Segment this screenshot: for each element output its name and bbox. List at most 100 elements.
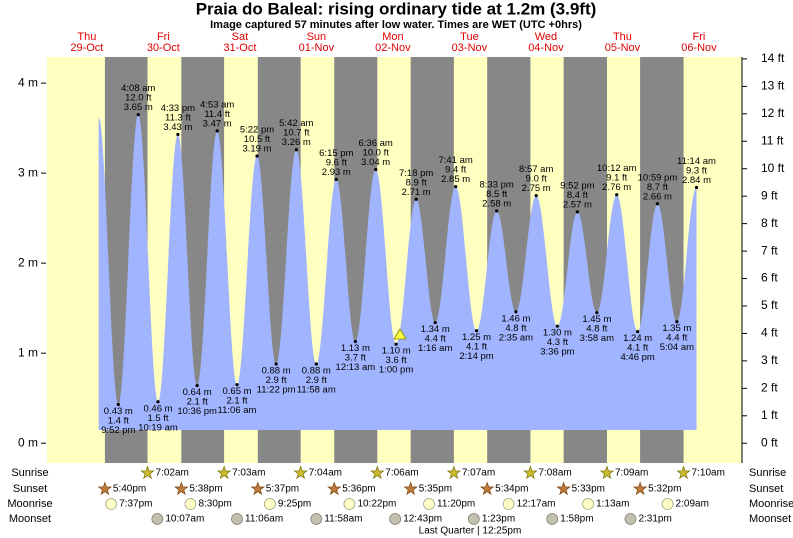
tide-point — [294, 148, 298, 152]
tide-time: 7:18 pm — [399, 168, 433, 179]
y2-tick-label: 9 ft — [761, 188, 778, 202]
sunset-icon — [174, 481, 189, 496]
row-label: Sunrise — [749, 467, 786, 479]
day-date: 03-Nov — [452, 42, 488, 54]
tide-point — [495, 209, 499, 213]
day-name: Mon — [382, 31, 403, 43]
tide-feet: 12.0 ft — [125, 93, 152, 104]
tide-point — [454, 185, 458, 189]
sunset-icon — [327, 481, 342, 496]
tide-feet: 9.3 ft — [686, 166, 707, 177]
tide-height: 1.46 m — [501, 313, 530, 324]
tide-height: 1.10 m — [382, 346, 411, 357]
day-name: Fri — [693, 31, 706, 43]
chart-title: Praia do Baleal: rising ordinary tide at… — [196, 0, 597, 18]
moonset-icon — [151, 513, 164, 525]
tide-point — [156, 400, 160, 404]
almanac-time: 11:20pm — [437, 499, 475, 510]
tide-point — [575, 210, 579, 214]
tide-height: 2.66 m — [643, 191, 672, 202]
y2-tick-label: 3 ft — [761, 353, 778, 367]
tide-height: 1.35 m — [662, 323, 691, 334]
tide-height: 2.57 m — [563, 199, 592, 210]
tide-feet: 4.4 ft — [666, 333, 687, 344]
y-tick-label: 4 m — [18, 75, 38, 89]
y2-tick-label: 0 ft — [761, 435, 778, 449]
tide-feet: 10.7 ft — [283, 128, 310, 139]
y2-tick-label: 8 ft — [761, 216, 778, 230]
tide-point — [176, 132, 180, 137]
row-label: Moonset — [9, 513, 51, 525]
tide-point — [655, 202, 660, 206]
tide-height: 0.43 m — [104, 406, 133, 417]
day-name: Thu — [77, 31, 96, 43]
moonrise-icon — [502, 498, 515, 510]
day-name: Sun — [307, 31, 327, 43]
sunset-icon — [403, 481, 418, 496]
tide-time: 9:52 pm — [101, 425, 135, 436]
moonset-icon — [467, 513, 480, 525]
tide-feet: 9.0 ft — [526, 174, 547, 185]
day-date: 02-Nov — [375, 42, 411, 54]
tide-feet: 8.7 ft — [647, 182, 668, 193]
tide-point — [235, 383, 239, 387]
tide-time: 10:36 pm — [177, 406, 217, 417]
almanac-time: 5:33pm — [572, 484, 605, 495]
tide-time: 8:33 pm — [480, 179, 514, 190]
tide-point — [136, 113, 140, 117]
tide-point — [694, 185, 699, 190]
tide-feet: 4.1 ft — [627, 343, 648, 354]
tide-feet: 10.5 ft — [244, 134, 271, 145]
moonrise-icon — [423, 498, 435, 510]
tide-time: 6:15 pm — [319, 148, 353, 159]
tide-point — [314, 362, 318, 366]
sunrise-icon — [676, 465, 691, 480]
y2-tick-label: 7 ft — [761, 243, 778, 257]
tide-time: 3:36 pm — [540, 347, 574, 358]
almanac-time: 7:07am — [462, 468, 495, 479]
y2-tick-label: 13 ft — [761, 79, 785, 93]
tide-height: 1.45 m — [582, 314, 611, 325]
tide-time: 4:08 am — [121, 83, 155, 94]
sunrise-icon — [140, 465, 155, 480]
almanac-time: 5:37pm — [266, 484, 299, 495]
tide-feet: 4.4 ft — [425, 334, 446, 345]
tide-time: 12:13 am — [336, 362, 376, 373]
moonset-icon — [624, 513, 637, 525]
almanac-time: 10:07am — [165, 514, 204, 525]
almanac-time: 10:22pm — [357, 499, 396, 510]
tide-time: 7:41 am — [438, 155, 472, 166]
almanac-time: 5:36pm — [342, 484, 375, 495]
tide-feet: 8.9 ft — [406, 177, 427, 188]
tide-point — [514, 310, 518, 314]
sunset-icon — [97, 481, 113, 496]
tide-height: 0.88 m — [302, 365, 331, 376]
sunrise-icon — [216, 465, 232, 480]
sunset-icon — [632, 481, 648, 496]
tide-point — [433, 320, 437, 325]
tide-point — [334, 177, 338, 182]
row-label: Sunset — [749, 483, 783, 495]
tide-height: 0.65 m — [222, 386, 251, 397]
day-date: 06-Nov — [681, 42, 717, 54]
y2-tick-label: 2 ft — [761, 381, 778, 395]
y-tick-label: 0 m — [18, 435, 38, 449]
sunset-icon — [479, 481, 495, 496]
tide-point — [374, 167, 378, 172]
tide-height: 2.58 m — [482, 198, 511, 209]
tide-height: 1.34 m — [421, 324, 450, 335]
almanac-time: 12:17am — [517, 499, 556, 510]
tide-height: 1.30 m — [543, 328, 572, 339]
y2-tick-label: 6 ft — [761, 271, 778, 285]
tide-time: 8:57 am — [519, 164, 553, 175]
tide-point — [394, 342, 398, 346]
tide-time: 4:46 pm — [620, 352, 654, 363]
tide-height: 0.88 m — [262, 365, 291, 376]
tide-height: 0.64 m — [183, 387, 212, 398]
almanac-time: 1:58pm — [560, 514, 593, 525]
row-label: Moonrise — [749, 498, 793, 510]
tide-time: 10:19 am — [138, 422, 178, 433]
tide-point — [274, 362, 278, 366]
almanac-time: 7:37pm — [119, 499, 152, 510]
